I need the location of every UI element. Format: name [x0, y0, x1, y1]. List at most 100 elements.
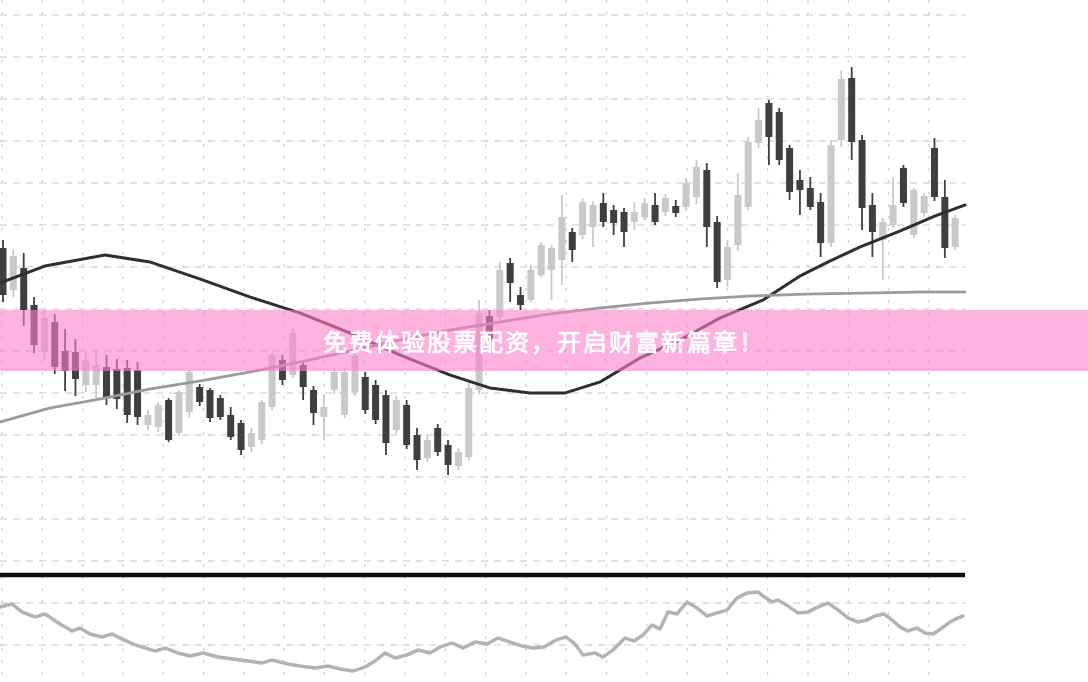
candle-body: [734, 195, 742, 245]
candle-body: [351, 356, 359, 392]
candle-body: [672, 206, 680, 213]
candle: [548, 245, 556, 300]
candle-body: [382, 395, 390, 443]
candle-body: [82, 360, 90, 385]
candle-body: [175, 392, 183, 433]
candle-body: [775, 112, 783, 160]
candle: [258, 400, 266, 444]
candle-body: [610, 210, 618, 223]
candle: [827, 140, 835, 247]
candle-body: [910, 190, 918, 235]
candle: [517, 287, 524, 310]
candle-body: [154, 405, 162, 427]
candle: [9, 249, 17, 297]
candle: [227, 407, 235, 440]
candle: [475, 300, 483, 394]
candle-body: [931, 148, 938, 197]
candle: [444, 440, 452, 475]
candle-body: [413, 435, 421, 460]
candle-body: [941, 197, 949, 248]
candle-body: [692, 167, 700, 197]
candle: [692, 160, 700, 204]
candle: [589, 202, 597, 247]
candle-body: [268, 355, 276, 407]
candle-body: [423, 440, 431, 458]
candle-body: [30, 305, 38, 345]
candle: [403, 400, 411, 449]
candle: [485, 310, 493, 346]
candle: [30, 297, 38, 353]
candle-body: [899, 168, 907, 203]
candle-body: [641, 203, 649, 217]
indicator-line: [0, 590, 965, 673]
candle-body: [858, 140, 866, 208]
candle: [237, 420, 245, 455]
candle: [786, 145, 794, 200]
candle-body: [247, 433, 255, 447]
candle: [423, 434, 431, 462]
candle: [434, 424, 442, 456]
candle-body: [185, 372, 193, 412]
candle-body: [889, 205, 897, 225]
candle: [341, 368, 349, 418]
candle-body: [786, 148, 794, 192]
candle: [837, 70, 845, 147]
candle-body: [330, 372, 338, 390]
candle-body: [796, 180, 804, 190]
candle-body: [258, 402, 266, 440]
candle: [392, 396, 400, 434]
candle-body: [703, 170, 711, 227]
candle-body: [0, 248, 7, 295]
candle-body: [113, 369, 121, 399]
candle: [206, 388, 214, 422]
candle-body: [216, 398, 224, 417]
candle-body: [165, 400, 173, 440]
candle: [630, 202, 638, 230]
candle-body: [827, 145, 835, 243]
candle: [724, 240, 731, 287]
candle: [941, 180, 949, 258]
candle-body: [372, 385, 380, 420]
candle: [454, 448, 462, 470]
candle: [320, 394, 328, 440]
candle: [123, 360, 131, 423]
candle-body: [361, 377, 369, 410]
candle: [931, 138, 938, 201]
candle: [330, 368, 338, 394]
candle-body: [868, 205, 876, 232]
candle-body: [724, 247, 731, 280]
candle: [889, 177, 897, 228]
candle: [817, 193, 825, 257]
candle: [879, 218, 887, 280]
candle-body: [744, 142, 752, 207]
candle: [268, 352, 276, 410]
candle: [216, 395, 224, 420]
candles: [0, 67, 959, 475]
candle-body: [506, 263, 514, 283]
pane-separator-line: [0, 572, 965, 578]
candle-body: [278, 360, 286, 380]
candle-body: [454, 452, 462, 466]
candle-body: [485, 316, 493, 340]
candle: [196, 384, 204, 406]
candle: [82, 351, 90, 392]
candle-body: [20, 268, 28, 310]
candle: [40, 309, 48, 359]
candle: [620, 208, 628, 247]
candle: [651, 193, 659, 225]
candle: [144, 410, 152, 430]
candle-body: [51, 322, 59, 367]
candle-body: [289, 333, 297, 375]
candle-body: [71, 352, 79, 379]
candle: [175, 390, 183, 436]
candle-body: [237, 423, 245, 450]
candle-body: [589, 205, 597, 227]
candle: [682, 178, 690, 211]
candle: [806, 177, 814, 210]
candle: [734, 173, 742, 251]
candle-body: [651, 205, 659, 222]
candle-body: [134, 370, 142, 417]
candle: [765, 100, 773, 165]
candle: [910, 188, 918, 238]
